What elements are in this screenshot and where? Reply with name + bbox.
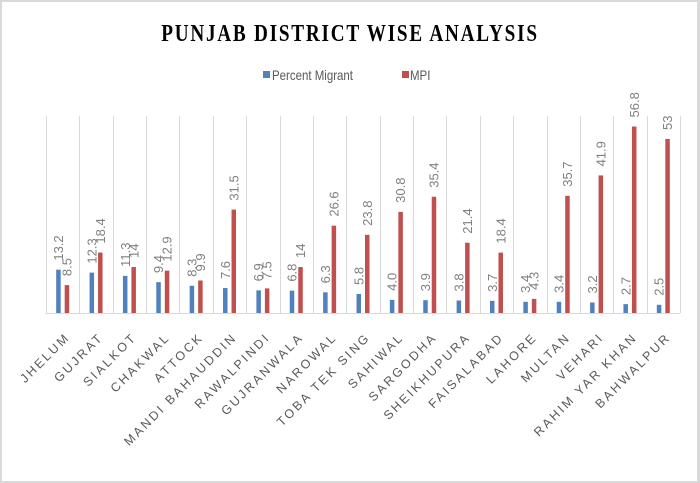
data-label-mpi-lahore: 4.3 (527, 272, 542, 290)
gridlines (46, 116, 681, 313)
data-label-percent-migrant-faisalabad: 3.7 (485, 274, 500, 292)
data-label-percent-migrant-attock: 8.3 (185, 259, 200, 277)
data-label-percent-migrant-gujranwala: 6.8 (285, 264, 300, 282)
data-label-percent-migrant-toba-tek-sing: 5.8 (351, 267, 366, 285)
bar-mpi-rawalpindi (264, 288, 270, 313)
data-label-percent-migrant-sargodha: 3.9 (418, 273, 433, 291)
data-label-mpi-gujranwala: 14 (293, 244, 308, 258)
bar-percent-migrant-attock (189, 285, 195, 313)
bar-mpi-sialkot (131, 267, 136, 313)
data-label-mpi-sahiwal: 30.8 (393, 178, 408, 203)
bar-mpi-attock (198, 280, 203, 313)
bar-mpi-narowal (331, 225, 337, 313)
data-label-mpi-toba-tek-sing: 23.8 (360, 201, 375, 226)
data-label-percent-migrant-rawalpindi: 6.9 (251, 263, 266, 281)
bar-percent-migrant-rahim-yar-khan (623, 304, 628, 313)
data-label-percent-migrant-bahwalpur: 2.5 (652, 278, 667, 296)
bar-mpi-toba-tek-sing (365, 234, 370, 313)
data-label-mpi-sheikhupura: 21.4 (460, 208, 475, 233)
bar-mpi-bahwalpur (665, 138, 670, 313)
data-label-mpi-chakwal: 12.9 (160, 236, 175, 261)
bar-percent-migrant-gujranwala (289, 290, 295, 313)
legend-swatch-percent-migrant (263, 71, 270, 78)
bar-percent-migrant-gujrat (89, 272, 95, 313)
data-label-percent-migrant-sialkot: 11.3 (118, 243, 133, 267)
data-label-mpi-vehari: 41.9 (593, 141, 608, 166)
legend-label-percent-migrant: Percent Migrant (272, 67, 353, 83)
bar-percent-migrant-faisalabad (489, 300, 495, 313)
bar-percent-migrant-sahiwal (389, 299, 395, 313)
bar-percent-migrant-jhelum (56, 269, 61, 313)
bar-mpi-sahiwal (398, 211, 403, 313)
bar-mpi-jhelum (64, 285, 70, 313)
data-label-mpi-jhelum: 8.5 (60, 258, 75, 276)
bars (56, 126, 670, 313)
bar-percent-migrant-vehari (590, 302, 595, 313)
legend-swatch-mpi (402, 71, 409, 78)
bar-percent-migrant-multan (556, 301, 562, 313)
bar-percent-migrant-bahwalpur (656, 304, 662, 313)
data-label-percent-migrant-sheikhupura: 3.8 (451, 273, 466, 291)
chart-title: PUNJAB DISTRICT WISE ANALYSIS (161, 20, 539, 47)
data-label-percent-migrant-chakwal: 9.4 (151, 255, 166, 273)
data-label-mpi-faisalabad: 18.4 (493, 218, 508, 243)
bar-mpi-gujranwala (298, 267, 303, 313)
bar-percent-migrant-rawalpindi (256, 290, 261, 313)
bar-mpi-sargodha (431, 196, 437, 313)
bar-mpi-lahore (531, 298, 537, 313)
bar-percent-migrant-mandi-bahauddin (223, 288, 228, 313)
legend-label-mpi: MPI (410, 67, 430, 83)
data-label-percent-migrant-mandi-bahauddin: 7.6 (218, 261, 233, 279)
data-label-percent-migrant-multan: 3.4 (552, 275, 567, 293)
data-label-percent-migrant-sahiwal: 4.0 (385, 273, 400, 291)
bar-mpi-rahim-yar-khan (631, 126, 637, 313)
bar-mpi-gujrat (98, 252, 103, 313)
data-label-mpi-bahwalpur: 53 (660, 116, 675, 130)
bar-mpi-sheikhupura (465, 242, 470, 313)
data-label-mpi-attock: 9.9 (193, 253, 208, 271)
bar-mpi-faisalabad (498, 252, 503, 313)
data-label-mpi-mandi-bahauddin: 31.5 (226, 175, 241, 200)
bar-percent-migrant-narowal (323, 292, 328, 313)
data-label-mpi-sialkot: 14 (126, 244, 141, 258)
bar-mpi-chakwal (164, 270, 170, 313)
bar-mpi-mandi-bahauddin (231, 209, 237, 313)
bar-percent-migrant-sargodha (423, 300, 428, 313)
data-label-percent-migrant-rahim-yar-khan: 2.7 (618, 277, 633, 295)
data-label-mpi-narowal: 26.6 (326, 191, 341, 216)
data-label-mpi-multan: 35.7 (560, 161, 575, 186)
data-label-percent-migrant-gujrat: 12.3 (84, 238, 99, 263)
data-label-mpi-gujrat: 18.4 (93, 218, 108, 243)
data-label-percent-migrant-narowal: 6.3 (318, 265, 333, 283)
legend: Percent Migrant MPI (263, 67, 430, 83)
bar-percent-migrant-sheikhupura (456, 300, 462, 313)
bar-percent-migrant-sialkot (122, 275, 128, 313)
bar-percent-migrant-toba-tek-sing (356, 293, 361, 313)
data-label-percent-migrant-jhelum: 13.2 (51, 235, 66, 260)
bar-mpi-vehari (598, 175, 604, 313)
data-label-mpi-rawalpindi: 7.5 (260, 261, 275, 279)
data-label-percent-migrant-vehari: 3.2 (585, 275, 600, 293)
data-label-mpi-sargodha: 35.4 (427, 162, 442, 187)
bar-percent-migrant-lahore (523, 301, 528, 313)
data-label-percent-migrant-lahore: 3.4 (518, 275, 533, 293)
bar-percent-migrant-chakwal (156, 282, 161, 313)
bar-mpi-multan (565, 195, 570, 313)
data-label-mpi-rahim-yar-khan: 56.8 (627, 92, 642, 117)
